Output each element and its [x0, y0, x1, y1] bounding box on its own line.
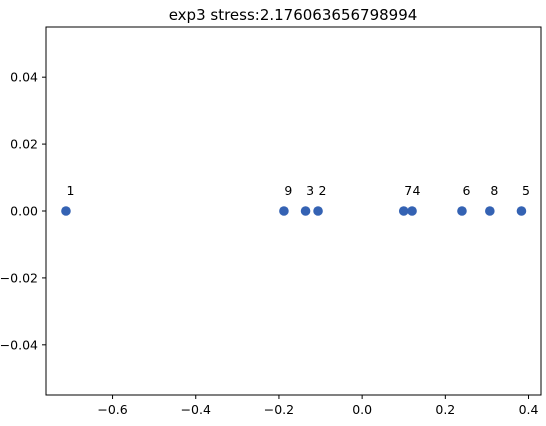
y-tick-label: 0.00	[10, 204, 38, 219]
data-point-6	[457, 206, 467, 216]
x-tick-label: 0.0	[352, 402, 372, 417]
y-tick-label: −0.02	[0, 270, 38, 285]
point-label-7: 7	[404, 183, 412, 198]
data-point-1	[61, 206, 71, 216]
data-point-3	[300, 206, 311, 216]
point-label-2: 2	[319, 183, 327, 198]
x-tick-label: −0.2	[264, 402, 294, 417]
point-label-4: 4	[413, 183, 421, 198]
chart-title: exp3 stress:2.176063656798994	[169, 6, 418, 24]
x-tick-label: 0.2	[435, 402, 455, 417]
data-point-5	[516, 206, 527, 216]
point-label-1: 1	[66, 183, 74, 198]
x-axis: −0.6 −0.4 −0.2 0.0 0.2 0.4	[97, 395, 539, 417]
data-point-4	[407, 206, 417, 216]
data-point-2	[313, 206, 323, 216]
data-point-8	[485, 206, 495, 216]
point-label-5: 5	[522, 183, 530, 198]
x-tick-label: −0.4	[181, 402, 211, 417]
point-label-8: 8	[490, 183, 498, 198]
x-tick-label: 0.4	[519, 402, 539, 417]
axes-frame	[45, 26, 542, 396]
y-axis: 0.04 0.02 0.00 −0.02 −0.04	[0, 70, 46, 352]
y-tick-label: 0.04	[10, 70, 38, 85]
y-tick-label: −0.04	[0, 337, 38, 352]
point-label-9: 9	[284, 183, 292, 198]
data-point-9	[279, 206, 289, 216]
y-tick-label: 0.02	[10, 137, 38, 152]
point-label-6: 6	[462, 183, 470, 198]
point-label-3: 3	[306, 183, 314, 198]
x-tick-label: −0.6	[97, 402, 127, 417]
data-point-7	[398, 206, 409, 216]
